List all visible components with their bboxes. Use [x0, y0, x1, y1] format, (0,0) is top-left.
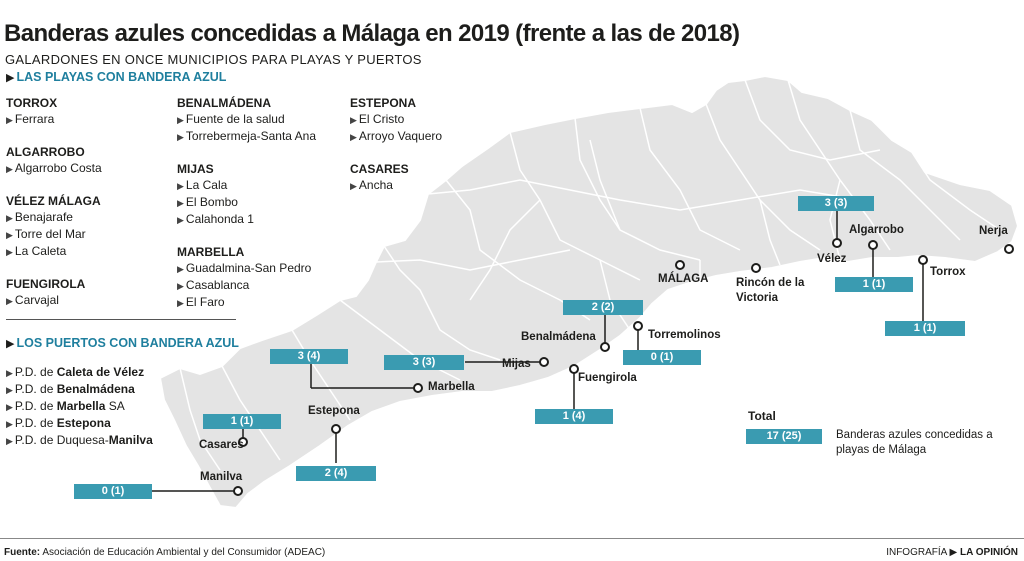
- label-benalmadena: Benalmádena: [521, 331, 596, 343]
- label-casares: Casares: [199, 439, 244, 451]
- location-markers: [233, 238, 1014, 496]
- marker-algarrobo: [868, 240, 878, 250]
- page-subtitle: GALARDONES EN ONCE MUNICIPIOS PARA PLAYA…: [5, 52, 422, 67]
- marker-torremolinos: [633, 321, 643, 331]
- badge-manilva: 0 (1): [74, 484, 152, 499]
- beach-item: El Cristo: [350, 111, 442, 128]
- muni-mijas: MIJAS: [177, 162, 214, 176]
- total-label: Total: [748, 409, 776, 423]
- port-item: P.D. de Marbella SA: [6, 398, 153, 415]
- ports-header-label: LOS PUERTOS CON BANDERA AZUL: [16, 336, 239, 350]
- beaches-column-3: ESTEPONA El Cristo Arroyo Vaquero CASARE…: [350, 95, 442, 194]
- marker-estepona: [331, 424, 341, 434]
- label-algarrobo: Algarrobo: [849, 224, 904, 236]
- marker-malaga: [675, 260, 685, 270]
- badge-estepona: 2 (4): [296, 466, 376, 481]
- beach-item: Carvajal: [6, 292, 102, 309]
- credit-line: INFOGRAFÍA ▶ LA OPINIÓN: [886, 547, 1018, 558]
- source-text: Asociación de Educación Ambiental y del …: [42, 547, 326, 558]
- badge-fuengirola: 1 (4): [535, 409, 613, 424]
- muni-casares: CASARES: [350, 162, 409, 176]
- label-fuengirola: Fuengirola: [578, 372, 637, 384]
- badge-torremolinos: 0 (1): [623, 350, 701, 365]
- source-line: Fuente: Asociación de Educación Ambienta…: [4, 547, 325, 558]
- beach-item: Guadalmina-San Pedro: [177, 260, 316, 277]
- marker-velez: [832, 238, 842, 248]
- badge-marbella: 3 (4): [270, 349, 348, 364]
- beaches-header-label: LAS PLAYAS CON BANDERA AZUL: [16, 70, 227, 84]
- triangle-icon: ▶: [6, 338, 15, 350]
- total-description: Banderas azules concedidas a playas de M…: [836, 429, 993, 456]
- muni-velez: VÉLEZ MÁLAGA: [6, 194, 101, 208]
- beach-item: Casablanca: [177, 277, 316, 294]
- label-torrox: Torrox: [930, 266, 966, 278]
- marker-benalmadena: [600, 342, 610, 352]
- muni-marbella: MARBELLA: [177, 245, 245, 259]
- beach-item: La Cala: [177, 177, 316, 194]
- connector-lines: [152, 210, 924, 492]
- land-shape: [158, 74, 1020, 510]
- label-manilva: Manilva: [200, 471, 243, 483]
- beaches-column-2: BENALMÁDENA Fuente de la salud Torreberm…: [177, 95, 316, 311]
- footer-divider: [0, 538, 1024, 539]
- marker-manilva: [233, 486, 243, 496]
- port-item: P.D. de Benalmádena: [6, 381, 153, 398]
- total-badge: 17 (25): [746, 429, 822, 444]
- beach-item: Ferrara: [6, 111, 102, 128]
- port-item: P.D. de Estepona: [6, 415, 153, 432]
- muni-estepona: ESTEPONA: [350, 96, 417, 110]
- marker-mijas: [539, 357, 549, 367]
- marker-casares: [238, 437, 248, 447]
- beach-item: Algarrobo Costa: [6, 160, 102, 177]
- ports-header: ▶ LOS PUERTOS CON BANDERA AZUL: [6, 336, 239, 350]
- beach-item: El Faro: [177, 294, 316, 311]
- label-marbella: Marbella: [428, 381, 475, 393]
- muni-fuengirola: FUENGIROLA: [6, 277, 86, 291]
- muni-benalmadena: BENALMÁDENA: [177, 96, 271, 110]
- ports-list: P.D. de Caleta de Vélez P.D. de Benalmád…: [6, 364, 153, 449]
- beaches-column-1: TORROX Ferrara ALGARROBO Algarrobo Costa…: [6, 95, 102, 309]
- marker-marbella: [413, 383, 423, 393]
- province-map: [152, 74, 1020, 510]
- port-item: P.D. de Caleta de Vélez: [6, 364, 153, 381]
- beach-item: Arroyo Vaquero: [350, 128, 442, 145]
- badge-velez: 3 (3): [798, 196, 874, 211]
- port-item: P.D. de Duquesa-Manilva: [6, 432, 153, 449]
- label-velez: Vélez: [817, 253, 847, 265]
- label-torremolinos: Torremolinos: [648, 329, 721, 341]
- muni-algarrobo: ALGARROBO: [6, 145, 85, 159]
- label-estepona: Estepona: [308, 405, 360, 417]
- badge-casares: 1 (1): [203, 414, 281, 429]
- beach-item: Benajarafe: [6, 209, 102, 226]
- beach-item: Torre del Mar: [6, 226, 102, 243]
- province-land: [158, 74, 1020, 510]
- badge-benalmadena: 2 (2): [563, 300, 643, 315]
- marker-torrox: [918, 255, 928, 265]
- triangle-icon: ▶: [6, 72, 15, 84]
- divider: [6, 319, 236, 320]
- badge-mijas: 3 (3): [384, 355, 464, 370]
- source-label: Fuente:: [4, 547, 41, 558]
- badge-algarrobo: 1 (1): [835, 277, 913, 292]
- marker-fuengirola: [569, 364, 579, 374]
- label-malaga: MÁLAGA: [658, 273, 709, 285]
- label-nerja: Nerja: [979, 225, 1008, 237]
- marker-nerja: [1004, 244, 1014, 254]
- beach-item: Calahonda 1: [177, 211, 316, 228]
- beach-item: El Bombo: [177, 194, 316, 211]
- muni-torrox: TORROX: [6, 96, 58, 110]
- beach-item: Ancha: [350, 177, 442, 194]
- triangle-icon: ▶: [949, 547, 958, 558]
- page-title: Banderas azules concedidas a Málaga en 2…: [4, 20, 740, 47]
- beach-item: Torrebermeja-Santa Ana: [177, 128, 316, 145]
- beach-item: Fuente de la salud: [177, 111, 316, 128]
- marker-rincon: [751, 263, 761, 273]
- label-rincon: Rincón de la Victoria: [736, 277, 805, 304]
- badge-torrox: 1 (1): [885, 321, 965, 336]
- credit-brand: LA OPINIÓN: [960, 547, 1018, 558]
- beach-item: La Caleta: [6, 243, 102, 260]
- beaches-header: ▶ LAS PLAYAS CON BANDERA AZUL: [6, 70, 226, 84]
- label-mijas: Mijas: [502, 358, 531, 370]
- credit-prefix: INFOGRAFÍA: [886, 547, 947, 558]
